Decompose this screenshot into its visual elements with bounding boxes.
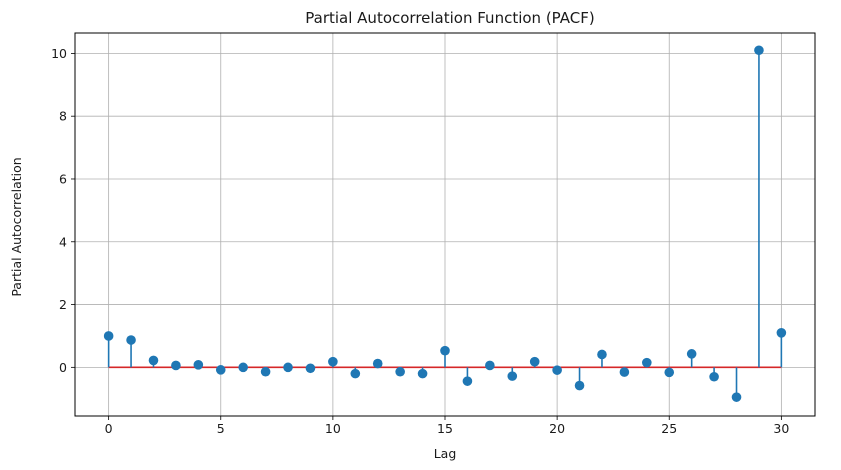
x-axis-label: Lag xyxy=(434,446,457,461)
stem-marker xyxy=(597,349,607,360)
stem-marker xyxy=(103,331,114,341)
stem-marker xyxy=(193,360,204,370)
stem-marker xyxy=(440,345,450,356)
x-tick-label: 15 xyxy=(437,421,453,436)
stem-marker xyxy=(686,349,697,359)
stem-marker xyxy=(350,368,361,379)
y-tick-label: 6 xyxy=(59,171,67,186)
grid-lines xyxy=(75,33,815,416)
stem-marker xyxy=(305,363,316,374)
y-axis-ticks: 0 2 4 6 8 10 xyxy=(51,46,75,375)
stem-marker xyxy=(642,357,652,368)
y-tick-label: 10 xyxy=(51,46,67,61)
stem-marker xyxy=(462,376,473,386)
stem-marker xyxy=(372,358,383,369)
y-tick-label: 0 xyxy=(59,360,67,375)
stem-marker xyxy=(126,335,136,345)
stem-marker xyxy=(731,392,742,402)
stem-marker xyxy=(395,366,405,377)
stem-marker xyxy=(215,365,226,375)
stem-marker xyxy=(754,45,764,56)
stem-marker xyxy=(709,371,719,382)
stem-marker xyxy=(417,368,428,379)
stem-marker xyxy=(552,365,562,375)
stem-marker xyxy=(485,360,495,371)
x-tick-label: 10 xyxy=(325,421,341,436)
y-axis-label: Partial Autocorrelation xyxy=(9,157,24,296)
stem-marker xyxy=(328,356,338,367)
y-tick-label: 2 xyxy=(59,297,67,312)
stem-marker xyxy=(776,328,787,338)
stem-marker xyxy=(148,355,159,366)
y-tick-label: 4 xyxy=(59,234,67,249)
x-tick-label: 25 xyxy=(661,421,677,436)
markers xyxy=(103,45,787,402)
x-axis-ticks: 0 5 10 15 20 25 30 xyxy=(105,416,789,436)
stem-marker xyxy=(238,362,248,373)
x-tick-label: 20 xyxy=(549,421,565,436)
chart-title: Partial Autocorrelation Function (PACF) xyxy=(305,9,594,27)
x-tick-label: 5 xyxy=(217,421,225,436)
stem-marker xyxy=(171,360,181,371)
stem-marker xyxy=(574,380,585,391)
x-tick-label: 30 xyxy=(773,421,789,436)
y-tick-label: 8 xyxy=(59,109,67,124)
stem-marker xyxy=(283,362,293,373)
stem-marker xyxy=(664,367,675,378)
x-tick-label: 0 xyxy=(105,421,113,436)
stem-marker xyxy=(260,366,271,377)
stem-marker xyxy=(619,367,630,377)
stem-marker xyxy=(507,371,518,381)
stem-marker xyxy=(529,356,540,367)
